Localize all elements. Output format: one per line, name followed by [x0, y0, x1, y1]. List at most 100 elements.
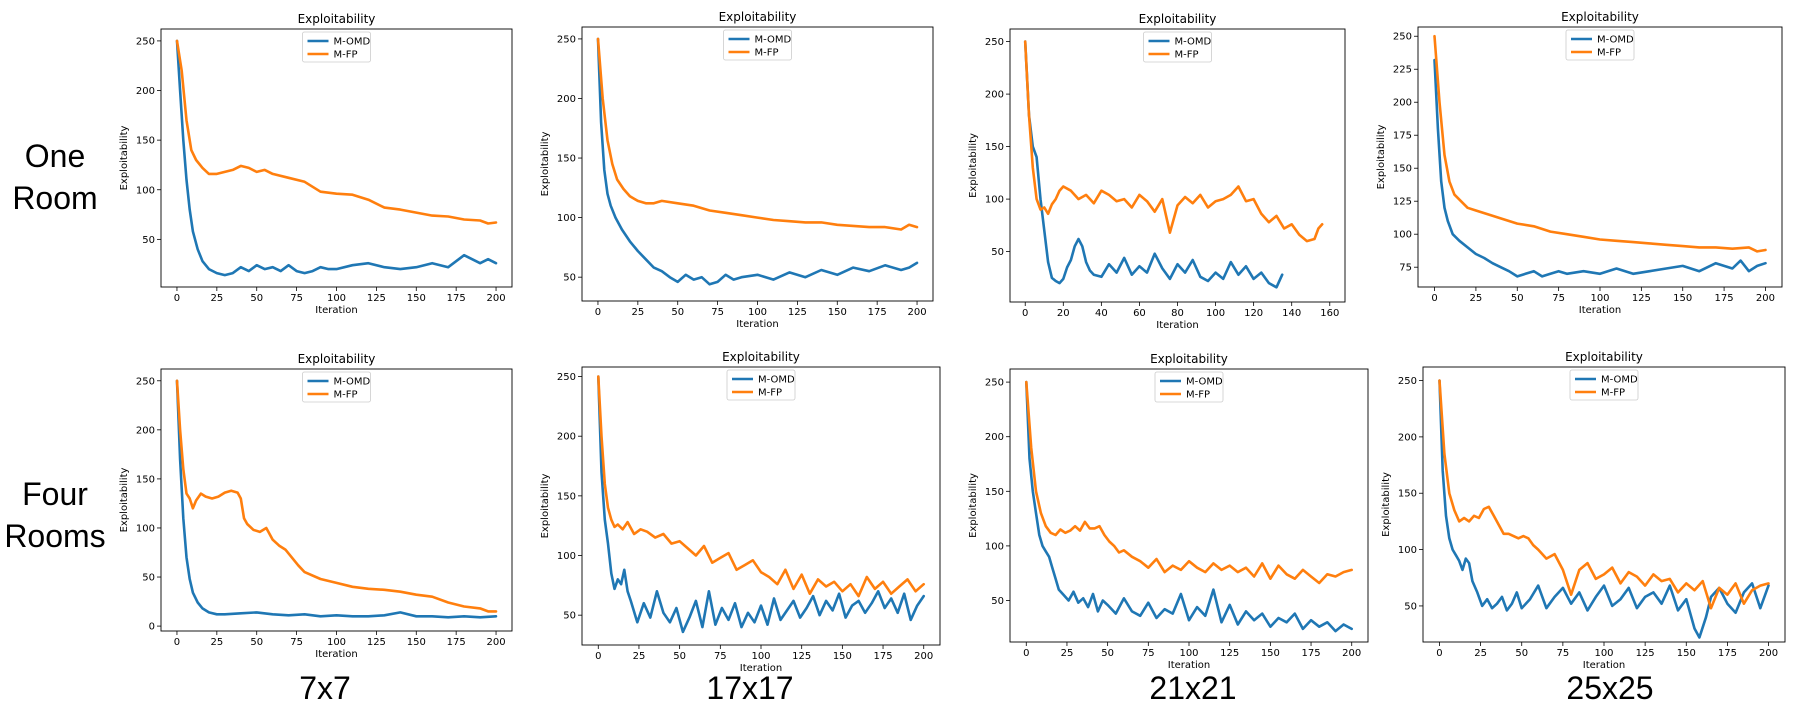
series-line-m-fp [596, 37, 919, 231]
y-tick-label: 225 [1393, 65, 1412, 76]
x-tick-label: 25 [633, 651, 646, 662]
x-tick-label: 50 [1101, 648, 1114, 659]
legend-label: M-FP [758, 388, 782, 399]
y-tick-label: 100 [1393, 230, 1412, 241]
plot-frame [1009, 28, 1346, 303]
row-label-line: Four [22, 476, 88, 512]
x-tick-label: 150 [407, 637, 426, 648]
col-label-7x7: 7x7 [299, 670, 351, 706]
x-tick-label: 25 [1470, 293, 1483, 304]
x-tick-label: 0 [1023, 648, 1029, 659]
x-tick-label: 0 [595, 307, 601, 318]
legend-label: M-FP [334, 50, 358, 61]
series-line-m-fp [1023, 40, 1324, 243]
x-tick-label: 100 [751, 651, 770, 662]
x-tick-label: 200 [1756, 293, 1775, 304]
x-tick-label: 25 [1474, 648, 1487, 659]
y-axis-label: Exploitability [1376, 125, 1387, 190]
x-tick-label: 75 [1142, 648, 1155, 659]
x-tick-label: 150 [828, 307, 847, 318]
legend-label: M-OMD [334, 377, 371, 388]
x-tick-label: 175 [1715, 293, 1734, 304]
y-tick-label: 100 [985, 195, 1004, 206]
x-axis-label: Iteration [1583, 660, 1625, 671]
x-tick-label: 80 [1171, 308, 1184, 319]
x-tick-label: 100 [327, 293, 346, 304]
plot-frame [160, 28, 513, 288]
legend-label: M-OMD [1186, 377, 1223, 388]
x-tick-label: 20 [1057, 308, 1070, 319]
col-label-17x17: 17x17 [706, 670, 794, 706]
y-tick-label: 50 [991, 596, 1004, 607]
y-axis-label: Exploitability [119, 468, 130, 533]
x-tick-label: 50 [1511, 293, 1524, 304]
x-tick-label: 125 [1632, 293, 1651, 304]
y-tick-label: 150 [1398, 489, 1417, 500]
x-axis-label: Iteration [1156, 320, 1198, 331]
y-tick-label: 250 [557, 34, 576, 45]
y-tick-label: 100 [557, 551, 576, 562]
x-tick-label: 175 [447, 293, 466, 304]
x-tick-label: 75 [711, 307, 724, 318]
y-tick-label: 50 [142, 573, 155, 584]
x-tick-label: 125 [1636, 648, 1655, 659]
x-tick-label: 125 [367, 293, 386, 304]
y-axis-label: Exploitability [1381, 472, 1392, 537]
plot-frame [581, 366, 941, 646]
x-axis-label: Iteration [740, 663, 782, 674]
x-tick-label: 75 [1552, 293, 1565, 304]
plot-frame [1009, 368, 1369, 643]
y-tick-label: 150 [985, 487, 1004, 498]
y-tick-label: 200 [1393, 98, 1412, 109]
chart-title: Exploitability [1150, 352, 1228, 366]
x-tick-label: 175 [873, 651, 892, 662]
legend: M-OMD M-FP [1565, 29, 1635, 61]
x-tick-label: 175 [868, 307, 887, 318]
chart-panel-8: 0 25 50 75 100 125 150 175 200 50 100 150 200 250 Expl… [1381, 350, 1786, 671]
legend: M-OMD M-FP [302, 371, 371, 403]
y-tick-label: 50 [563, 611, 576, 622]
x-axis-label: Iteration [315, 305, 357, 316]
y-tick-label: 0 [149, 622, 155, 633]
legend-label: M-FP [1186, 390, 1210, 401]
y-tick-label: 50 [991, 247, 1004, 258]
y-tick-label: 150 [557, 491, 576, 502]
y-tick-label: 150 [136, 136, 155, 147]
y-axis-label: Exploitability [540, 132, 551, 197]
plot-frame [581, 26, 934, 302]
series-line-m-omd [1023, 40, 1284, 289]
x-tick-label: 100 [748, 307, 767, 318]
x-tick-label: 0 [1436, 648, 1442, 659]
y-tick-label: 200 [136, 86, 155, 97]
x-tick-label: 200 [914, 651, 933, 662]
series-line-m-fp [1433, 34, 1767, 253]
legend-label: M-OMD [758, 375, 795, 386]
x-tick-label: 0 [595, 651, 601, 662]
y-tick-label: 200 [557, 432, 576, 443]
x-tick-label: 75 [290, 637, 303, 648]
x-tick-label: 200 [907, 307, 926, 318]
x-tick-label: 25 [1061, 648, 1074, 659]
x-tick-label: 75 [290, 293, 303, 304]
legend-label: M-FP [334, 390, 358, 401]
legend: M-OMD M-FP [1569, 369, 1639, 401]
y-tick-label: 75 [1399, 263, 1412, 274]
chart-panel-5: 0 25 50 75 100 125 150 175 200 0 50 100 150 200 250 Exp… [119, 352, 513, 660]
chart-title: Exploitability [1139, 12, 1217, 26]
y-tick-label: 200 [1398, 432, 1417, 443]
x-tick-label: 50 [250, 293, 263, 304]
legend: M-OMD M-FP [1154, 371, 1224, 403]
x-tick-label: 200 [486, 637, 505, 648]
x-tick-label: 100 [327, 637, 346, 648]
y-tick-label: 250 [136, 36, 155, 47]
y-tick-label: 250 [985, 378, 1004, 389]
x-axis-label: Iteration [315, 649, 357, 660]
x-tick-label: 50 [250, 637, 263, 648]
y-tick-label: 100 [136, 185, 155, 196]
x-axis-label: Iteration [736, 319, 778, 330]
chart-title: Exploitability [298, 352, 376, 366]
y-tick-label: 125 [1393, 197, 1412, 208]
row-label-line: Rooms [4, 518, 106, 554]
